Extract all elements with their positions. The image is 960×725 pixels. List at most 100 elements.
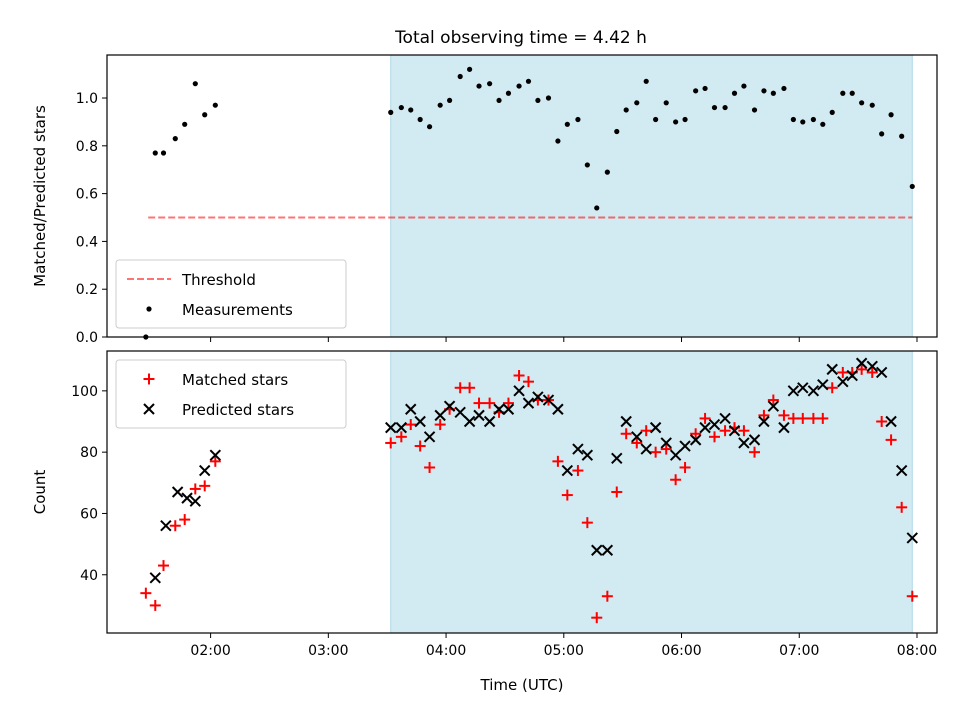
matched-stars-point (189, 483, 201, 495)
predicted-stars-point (906, 532, 918, 544)
matched-stars-point (209, 455, 221, 467)
measurements-point (476, 83, 482, 89)
predicted-stars-point-stroke (738, 437, 750, 449)
y-tick-label: 0.8 (76, 139, 98, 155)
matched-stars-point (758, 409, 770, 421)
matched-stars-point (767, 394, 779, 406)
measurements-point (869, 102, 875, 108)
predicted-stars-point (875, 366, 888, 379)
predicted-stars-point (601, 544, 614, 556)
measurements-point (643, 78, 649, 84)
legend-swatch (143, 403, 155, 415)
matched-stars-point (552, 455, 564, 467)
measurements-point (693, 88, 699, 94)
predicted-stars-point (738, 437, 750, 449)
y-tick-label: 60 (80, 506, 98, 522)
predicted-stars-point-stroke (171, 486, 184, 498)
measurements-point (770, 90, 776, 96)
measurements-point (899, 133, 905, 139)
matched-stars-point (158, 560, 170, 572)
predicted-stars-point (826, 363, 838, 376)
measurements-point (446, 97, 453, 104)
matched-stars-point (640, 425, 652, 437)
predicted-stars-point (385, 421, 397, 434)
predicted-stars-point (561, 464, 574, 477)
measurements-point (751, 107, 758, 113)
matched-stars-point (906, 590, 918, 602)
predicted-stars-point-stroke (532, 391, 544, 403)
predicted-stars-point-stroke (454, 406, 466, 419)
measurements-point (800, 119, 806, 125)
measurements-point (790, 116, 796, 123)
predicted-stars-point (473, 409, 485, 422)
x-tick-label: 07:00 (779, 643, 819, 659)
predicted-stars-point (855, 357, 868, 369)
predicted-stars-point-stroke (473, 409, 485, 422)
predicted-stars-point-stroke (837, 375, 849, 388)
measurements-point (909, 183, 915, 190)
predicted-stars-point (532, 391, 544, 403)
predicted-stars-point (181, 492, 193, 504)
measurements-point (859, 100, 865, 106)
matched-stars-point (620, 428, 632, 440)
predicted-stars-point-stroke (552, 403, 564, 415)
matched-stars-point (650, 446, 662, 458)
measurements-point (487, 81, 493, 87)
axes-frame (106, 350, 938, 634)
y-tick-label: 0.0 (76, 330, 98, 346)
matched-stars-point (424, 461, 436, 473)
matched-stars-point (866, 366, 878, 378)
matched-stars-point (385, 437, 397, 449)
predicted-stars-point-stroke (906, 532, 918, 544)
legend-box (115, 259, 347, 329)
measurements-point (545, 95, 552, 101)
predicted-stars-point-stroke (748, 434, 761, 446)
matched-stars-point (896, 501, 908, 513)
x-tick-label: 02:00 (190, 643, 230, 659)
predicted-stars-point (767, 400, 780, 412)
legend-label: Threshold (181, 271, 256, 289)
measurements-point (437, 102, 443, 108)
predicted-stars-point-stroke (669, 449, 682, 461)
predicted-stars-point (443, 400, 456, 412)
predicted-stars-point-stroke (483, 415, 496, 428)
measurements-point (516, 83, 522, 89)
measurements-point (505, 90, 512, 96)
measurements-point (388, 109, 394, 115)
predicted-stars-point (483, 415, 496, 428)
predicted-stars-point (405, 403, 417, 415)
matched-stars-point (561, 489, 573, 501)
measurements-point (840, 90, 846, 96)
y-tick-label: 0.6 (76, 187, 98, 203)
matched-stars-point (611, 486, 623, 498)
predicted-stars-point-stroke (502, 403, 515, 415)
predicted-stars-point-stroke (572, 443, 584, 455)
predicted-stars-point-stroke (620, 415, 632, 428)
matched-stars-point (405, 419, 417, 431)
predicted-stars-point-stroke (895, 464, 908, 477)
predicted-stars-point-stroke (778, 421, 790, 434)
predicted-stars-point-stroke (679, 440, 691, 452)
predicted-stars-point (797, 382, 809, 394)
predicted-stars-point (640, 443, 652, 455)
measurements-point (702, 85, 708, 92)
predicted-stars-point (758, 415, 770, 428)
matched-stars-point (601, 590, 613, 602)
predicted-stars-point (660, 437, 672, 449)
predicted-stars-point-stroke (866, 360, 878, 373)
predicted-stars-point-stroke (649, 421, 662, 434)
matched-stars-point (817, 412, 829, 424)
measurements-point (810, 116, 816, 123)
measurements-point (212, 102, 218, 108)
matched-stars-point (778, 409, 790, 421)
matched-stars-point (434, 419, 446, 431)
predicted-stars-point (885, 415, 897, 428)
predicted-stars-point-stroke (561, 464, 574, 477)
predicted-stars-point-stroke (423, 431, 436, 443)
predicted-stars-point (414, 415, 426, 428)
predicted-stars-point-stroke (699, 421, 711, 434)
predicted-stars-point-stroke (591, 544, 603, 556)
matched-stars-point (699, 412, 711, 424)
measurements-point (467, 66, 473, 72)
matched-stars-point (169, 520, 181, 532)
